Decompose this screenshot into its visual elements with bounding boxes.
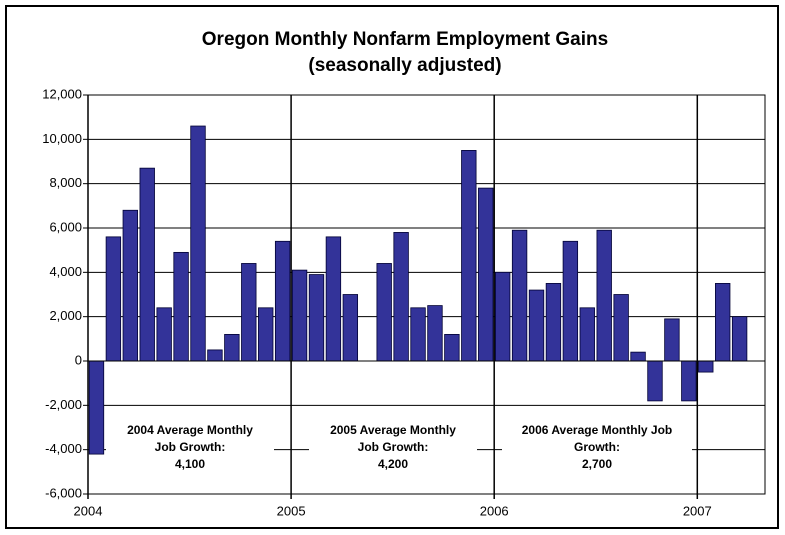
y-tick-label: -6,000 [45,485,82,500]
x-tick-label: 2006 [480,503,509,518]
bar [528,289,545,362]
bar [325,236,342,362]
annotation: 2005 Average Monthly [330,423,456,437]
bar [630,351,646,362]
annotation-box [502,413,692,479]
y-tick-label: 10,000 [42,131,82,146]
bar [664,318,680,362]
bar [579,307,595,362]
annotation: 4,100 [175,457,205,471]
bar [427,305,443,362]
y-tick-label: 6,000 [49,219,82,234]
bar [596,229,612,362]
annotation: 2004 Average Monthly [127,423,253,437]
bar [224,333,240,362]
bar [139,167,155,362]
y-tick-label: 0 [75,352,82,367]
bar [207,349,223,362]
bar [698,360,714,373]
bar [478,187,494,362]
bar [562,240,579,362]
bar [241,263,257,362]
bar [613,294,629,362]
annotation-box [309,413,477,479]
bar [156,307,172,362]
chart-title: Oregon Monthly Nonfarm Employment Gains [202,29,608,50]
y-tick-label: 2,000 [49,308,82,323]
bar [308,274,325,362]
bar [731,316,748,362]
x-tick-label: 2004 [74,503,103,518]
bar [545,283,562,362]
bar [461,150,477,362]
bar [647,360,663,402]
bar [681,360,697,402]
bar [274,240,291,362]
bar [494,271,511,362]
bar [173,251,189,362]
bar [376,263,392,362]
bar [444,333,460,362]
bar [291,269,308,362]
bar [258,307,274,362]
annotation: 4,200 [378,457,408,471]
bar [715,283,731,362]
bar [511,229,528,362]
x-tick-label: 2005 [277,503,306,518]
annotation: Job Growth: [155,440,226,454]
annotation: 2006 Average Monthly Job [522,423,673,437]
bar [190,125,206,362]
annotation: 2,700 [582,457,612,471]
y-tick-label: 12,000 [42,86,82,101]
y-tick-label: -4,000 [45,441,82,456]
bar [342,294,359,362]
y-tick-label: 8,000 [49,175,82,190]
annotation: Growth: [574,440,620,454]
annotation: Job Growth: [358,440,429,454]
y-tick-label: 4,000 [49,264,82,279]
bar [122,209,138,362]
bar [105,236,122,362]
bar [410,307,426,362]
y-tick-label: -2,000 [45,397,82,412]
x-tick-label: 2007 [683,503,712,518]
annotation-box [106,413,274,479]
chart-subtitle: (seasonally adjusted) [308,55,501,76]
bar [393,232,409,362]
bar [88,360,105,455]
